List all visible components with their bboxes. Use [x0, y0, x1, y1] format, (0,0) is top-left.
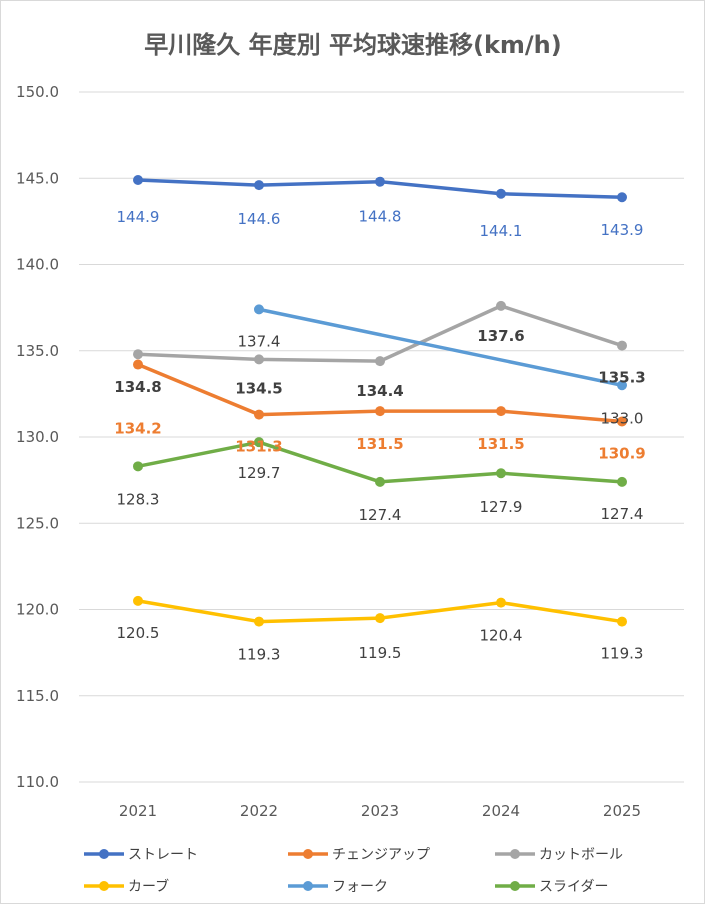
- data-label: 143.9: [601, 221, 644, 239]
- data-point: [617, 476, 627, 487]
- x-tick-label: 2022: [240, 802, 278, 820]
- data-point: [133, 359, 143, 370]
- data-label: 119.3: [238, 646, 281, 664]
- legend-marker: [510, 849, 520, 859]
- data-point: [375, 356, 385, 367]
- legend-label: カットボール: [539, 847, 623, 863]
- y-axis: 110.0 115.0 120.0 125.0 130.0 135.0 140.0 145.0…: [16, 83, 59, 791]
- legend-label: カーブ: [128, 878, 169, 895]
- data-label: 120.4: [480, 627, 523, 645]
- y-tick-label: 125.0: [16, 514, 59, 532]
- data-label: 133.0: [601, 409, 644, 427]
- data-point: [617, 192, 627, 203]
- data-point: [496, 597, 506, 608]
- data-label: 131.3: [235, 438, 282, 456]
- data-label: 144.6: [238, 210, 281, 228]
- data-point: [617, 416, 627, 427]
- legend-label: ストレート: [128, 847, 198, 863]
- x-tick-label: 2024: [482, 802, 520, 820]
- data-point: [254, 180, 264, 191]
- y-tick-label: 140.0: [16, 256, 59, 274]
- legend-label: スライダー: [539, 879, 608, 895]
- series-group: [133, 174, 627, 627]
- legend-marker: [303, 849, 313, 859]
- data-point: [133, 461, 143, 472]
- data-label: 137.6: [477, 327, 524, 345]
- data-point: [375, 476, 385, 487]
- data-label: 144.1: [480, 222, 523, 240]
- data-point: [133, 349, 143, 360]
- data-label: 127.4: [359, 506, 402, 524]
- y-tick-label: 145.0: [16, 169, 59, 187]
- data-point: [375, 406, 385, 417]
- y-tick-label: 150.0: [16, 83, 59, 101]
- data-label: 144.8: [359, 208, 402, 226]
- data-label: 134.8: [114, 378, 161, 396]
- data-label: 134.4: [356, 382, 403, 400]
- y-tick-label: 115.0: [16, 687, 59, 705]
- data-point: [617, 380, 627, 391]
- legend-label: フォーク: [332, 879, 388, 895]
- data-label: 127.9: [480, 498, 523, 516]
- x-tick-label: 2021: [119, 802, 157, 820]
- chart-title: 早川隆久 年度別 平均球速推移(km/h): [144, 31, 561, 59]
- legend-marker: [99, 881, 109, 891]
- series-line: [258, 307, 623, 387]
- data-point: [496, 188, 506, 199]
- y-tick-label: 110.0: [16, 773, 59, 791]
- data-label: 119.3: [601, 645, 644, 663]
- legend-marker: [510, 881, 520, 891]
- data-label: 137.4: [238, 332, 281, 350]
- data-label: 131.5: [356, 435, 403, 453]
- data-point: [496, 406, 506, 417]
- data-point: [496, 300, 506, 311]
- data-point: [133, 595, 143, 606]
- data-label: 120.5: [117, 624, 160, 642]
- data-point: [254, 354, 264, 365]
- data-point: [254, 616, 264, 627]
- data-label: 131.5: [477, 435, 524, 453]
- data-point: [617, 340, 627, 351]
- data-point: [496, 468, 506, 479]
- data-label: 128.3: [117, 490, 160, 508]
- x-tick-label: 2025: [603, 802, 641, 820]
- data-point: [375, 176, 385, 187]
- data-point: [254, 409, 264, 420]
- data-label: 130.9: [598, 444, 645, 462]
- legend-marker: [99, 849, 109, 859]
- data-point: [254, 437, 264, 448]
- y-tick-label: 130.0: [16, 428, 59, 446]
- y-tick-label: 120.0: [16, 601, 59, 619]
- y-tick-label: 135.0: [16, 342, 59, 360]
- data-point: [254, 304, 264, 315]
- data-label: 144.9: [117, 208, 160, 226]
- legend-label: チェンジアップ: [332, 847, 430, 863]
- data-label: 127.4: [601, 505, 644, 523]
- x-axis: 2021 2022 2023 2024 2025: [119, 802, 641, 820]
- data-label: 119.5: [359, 644, 402, 662]
- data-label: 129.7: [238, 464, 281, 482]
- data-point: [375, 613, 385, 624]
- legend-marker: [303, 881, 313, 891]
- data-label: 135.3: [598, 369, 645, 387]
- data-label: 134.2: [114, 420, 161, 438]
- data-labels: 144.9 144.6 144.8 144.1 143.9 134.2 131.3 131.5…: [114, 208, 645, 664]
- x-tick-label: 2023: [361, 802, 399, 820]
- data-point: [617, 616, 627, 627]
- data-point: [133, 174, 143, 185]
- data-label: 134.5: [235, 379, 282, 397]
